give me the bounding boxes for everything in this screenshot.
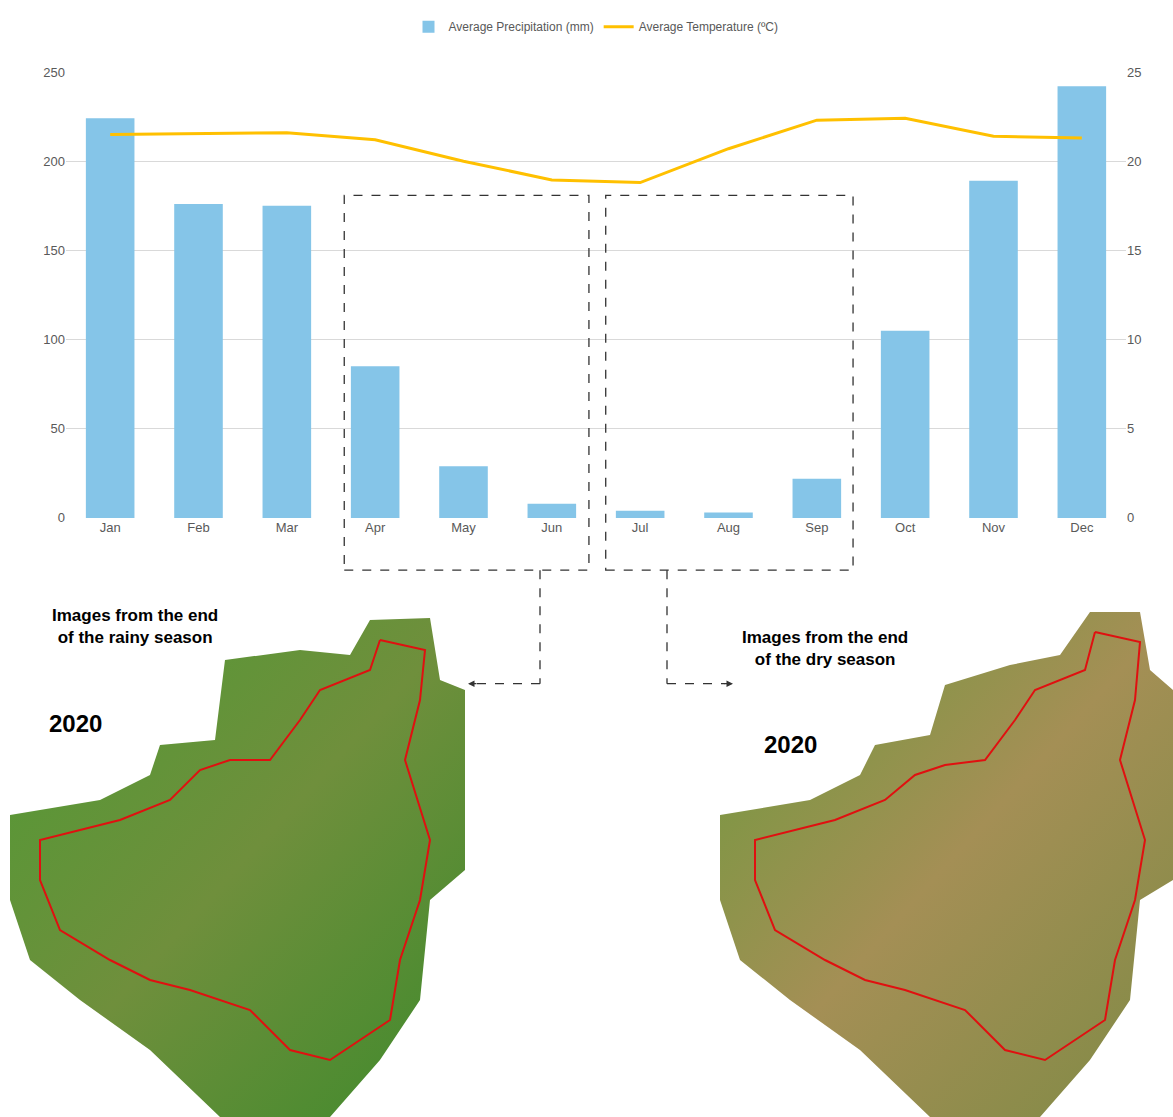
svg-text:Images from the endof the dry: Images from the endof the dry season — [742, 628, 908, 669]
svg-text:100: 100 — [43, 332, 65, 347]
svg-text:2020: 2020 — [49, 710, 102, 737]
svg-text:Apr: Apr — [365, 520, 386, 535]
svg-text:Images from the endof the rain: Images from the endof the rainy season — [52, 606, 218, 647]
svg-text:Aug: Aug — [717, 520, 740, 535]
svg-text:Feb: Feb — [187, 520, 209, 535]
svg-text:Nov: Nov — [982, 520, 1006, 535]
svg-text:25: 25 — [1127, 65, 1141, 80]
svg-text:Jun: Jun — [541, 520, 562, 535]
svg-text:10: 10 — [1127, 332, 1141, 347]
svg-text:250: 250 — [43, 65, 65, 80]
svg-text:5: 5 — [1127, 421, 1134, 436]
svg-text:Dec: Dec — [1070, 520, 1094, 535]
svg-text:20: 20 — [1127, 154, 1141, 169]
svg-text:Oct: Oct — [895, 520, 916, 535]
svg-text:2020: 2020 — [764, 731, 817, 758]
svg-text:May: May — [451, 520, 476, 535]
svg-text:Average Precipitation (mm): Average Precipitation (mm) — [449, 20, 594, 34]
svg-text:Sep: Sep — [805, 520, 828, 535]
svg-text:Average Temperature (ºC): Average Temperature (ºC) — [639, 20, 778, 34]
svg-text:50: 50 — [51, 421, 65, 436]
svg-text:Mar: Mar — [276, 520, 299, 535]
svg-text:Jan: Jan — [100, 520, 121, 535]
svg-text:150: 150 — [43, 243, 65, 258]
svg-text:Jul: Jul — [632, 520, 649, 535]
svg-text:200: 200 — [43, 154, 65, 169]
svg-text:15: 15 — [1127, 243, 1141, 258]
svg-text:0: 0 — [58, 510, 65, 525]
svg-text:0: 0 — [1127, 510, 1134, 525]
